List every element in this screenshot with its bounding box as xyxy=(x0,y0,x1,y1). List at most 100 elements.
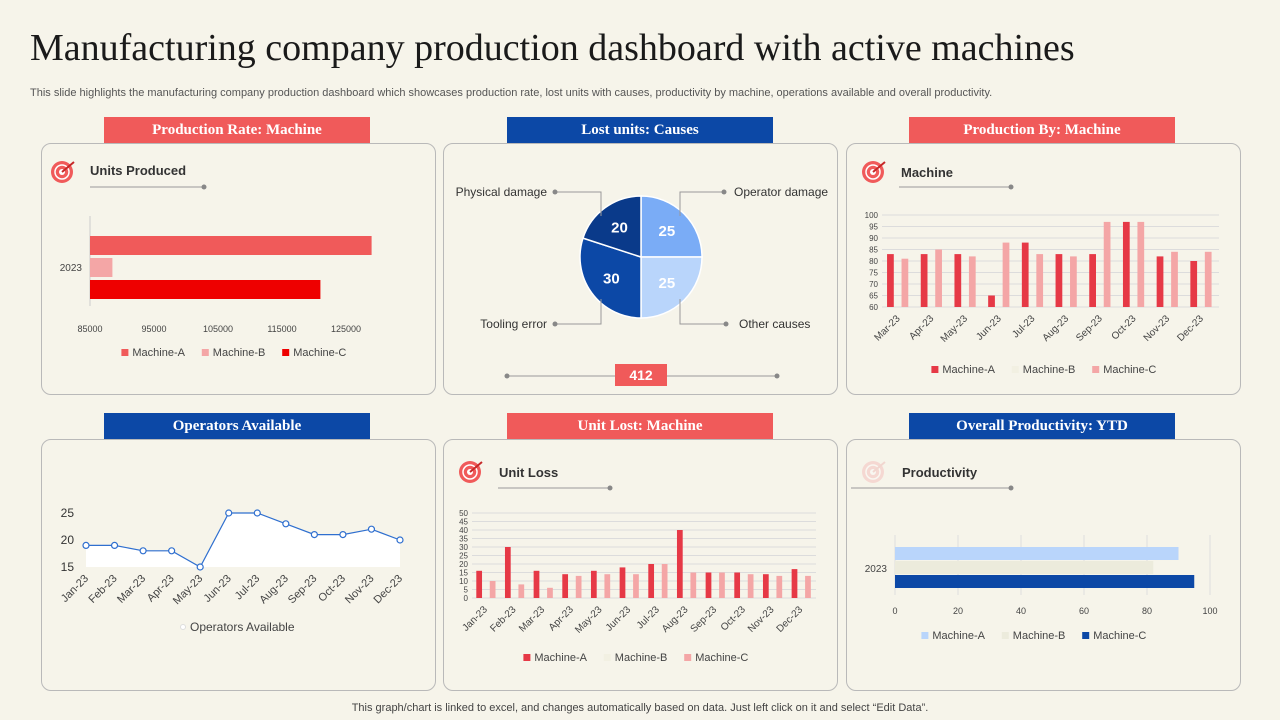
overall-productivity-chart: Productivity 0 20 40 60 80 100 2023 Machine-A Ma… xyxy=(851,461,1218,642)
bar-machine-a xyxy=(762,574,769,598)
x-tick-label: Nov-23 xyxy=(1142,313,1173,344)
leader-dot xyxy=(552,321,558,327)
header-unit-lost: Unit Lost: Machine xyxy=(507,413,773,439)
pie-slice-tooling-error xyxy=(579,237,642,319)
bar-machine-a xyxy=(1122,221,1130,307)
legend-swatch xyxy=(523,654,531,661)
header-lost-units: Lost units: Causes xyxy=(507,117,773,143)
y-tick-label: 90 xyxy=(869,234,878,243)
legend-label: Machine-A xyxy=(932,630,985,642)
pie-slice-other-causes xyxy=(640,256,703,319)
y-tick-label: 70 xyxy=(869,280,878,289)
bar-machine-c xyxy=(1171,251,1178,307)
bar-machine-b xyxy=(895,561,1154,574)
x-tick-label: Aug-23 xyxy=(257,573,291,607)
target-icon xyxy=(459,461,483,483)
legend-swatch xyxy=(282,349,290,356)
x-tick-label: Dec-23 xyxy=(1175,313,1206,344)
page-subtitle: This slide highlights the manufacturing … xyxy=(30,87,993,99)
legend-swatch xyxy=(1001,632,1009,639)
bar-machine-c xyxy=(805,575,811,598)
header-overall-productivity: Overall Productivity: YTD xyxy=(909,413,1175,439)
bar-machine-a xyxy=(590,570,597,598)
bar-machine-c xyxy=(1002,242,1010,307)
legend-label: Machine-B xyxy=(1013,630,1066,642)
x-tick-label: Oct-23 xyxy=(316,573,348,605)
lost-units-chart: 25 25 30 20 Physical damage Operator damage To… xyxy=(456,185,828,386)
legend-label: Machine-A xyxy=(534,652,587,664)
data-point xyxy=(110,541,119,550)
x-tick-label: Dec-23 xyxy=(372,573,406,607)
bar-machine-c xyxy=(690,572,697,598)
bar-machine-c xyxy=(901,258,909,307)
y-tick-label: 40 xyxy=(459,526,468,535)
x-tick-label: Apr-23 xyxy=(907,313,936,342)
legend-swatch xyxy=(1092,366,1100,373)
total-value: 412 xyxy=(629,367,653,383)
x-tick-label: May-23 xyxy=(939,313,971,345)
x-tick-label: Apr-23 xyxy=(547,604,576,633)
total-badge xyxy=(615,364,667,386)
x-tick-label: Nov-23 xyxy=(746,604,777,635)
bar-machine-c xyxy=(90,280,321,299)
bar-machine-a xyxy=(533,570,540,598)
bar-machine-a xyxy=(1021,242,1029,307)
legend-label: Machine-A xyxy=(132,347,185,359)
data-point xyxy=(139,547,147,555)
leader-dot xyxy=(552,189,558,195)
x-tick-label: Jun-23 xyxy=(604,604,634,634)
bar-machine-a xyxy=(705,572,712,598)
legend-swatch xyxy=(1082,632,1090,639)
bar-machine-c xyxy=(968,256,976,307)
x-tick-label: Jun-23 xyxy=(974,313,1004,343)
y-tick-label: 20 xyxy=(61,533,75,547)
bar-machine-a xyxy=(90,236,372,255)
bar-machine-a xyxy=(988,295,995,307)
y-tick-label: 35 xyxy=(459,535,468,544)
panel-unit-lost: Unit Loss 0 5 10 15 20 25 30 35 40 45 50 Jan-23 Feb-… xyxy=(443,439,838,691)
bar-machine-c xyxy=(719,572,725,598)
legend-swatch xyxy=(180,624,186,630)
bar-machine-c xyxy=(1070,256,1077,307)
legend-swatch xyxy=(1011,366,1019,373)
legend-label: Machine-B xyxy=(615,652,668,664)
data-point xyxy=(82,541,90,550)
data-point xyxy=(367,525,376,533)
bar-machine-c xyxy=(1103,221,1111,307)
bar-machine-c xyxy=(633,574,639,598)
pie-value-label: 25 xyxy=(659,275,676,292)
panel-operators: 15 20 25 Jan-23 Feb-23 Mar-23 Apr-23 May-23 Jun-… xyxy=(41,439,436,691)
y-tick-label: 85 xyxy=(869,246,878,255)
x-tick-label: 125000 xyxy=(331,324,361,334)
target-icon xyxy=(51,161,75,183)
area-fill xyxy=(86,513,400,567)
pie-category-label: Other causes xyxy=(739,317,810,331)
legend-swatch xyxy=(201,349,209,356)
bar-machine-c xyxy=(895,575,1195,588)
leader-line xyxy=(679,299,726,325)
bar-machine-a xyxy=(619,567,626,598)
legend-swatch xyxy=(921,632,929,639)
target-icon xyxy=(862,161,886,183)
bar-machine-a xyxy=(648,564,655,598)
x-tick-label: Jul-23 xyxy=(1010,313,1037,340)
panel-lost-units: 25 25 30 20 Physical damage Operator damage To… xyxy=(443,143,838,395)
data-point xyxy=(396,536,404,544)
y-tick-label: 20 xyxy=(459,560,468,569)
leader-dot xyxy=(721,189,727,195)
y-tick-label: 15 xyxy=(61,560,75,574)
bar-machine-a xyxy=(1055,254,1063,307)
legend-label: Operators Available xyxy=(190,620,295,634)
panel-production-by-machine: Machine 60 65 70 75 80 85 90 95 100 Mar-23 Apr-23 M… xyxy=(846,143,1241,395)
y-tick-label: 2023 xyxy=(865,564,888,575)
y-tick-label: 65 xyxy=(869,292,878,301)
bar-machine-c xyxy=(747,574,754,598)
x-tick-label: Jan-23 xyxy=(460,604,490,634)
pie-value-label: 20 xyxy=(611,219,628,236)
x-tick-label: Mar-23 xyxy=(115,573,148,606)
x-tick-label: 40 xyxy=(1016,606,1026,616)
y-tick-label: 25 xyxy=(61,506,75,520)
